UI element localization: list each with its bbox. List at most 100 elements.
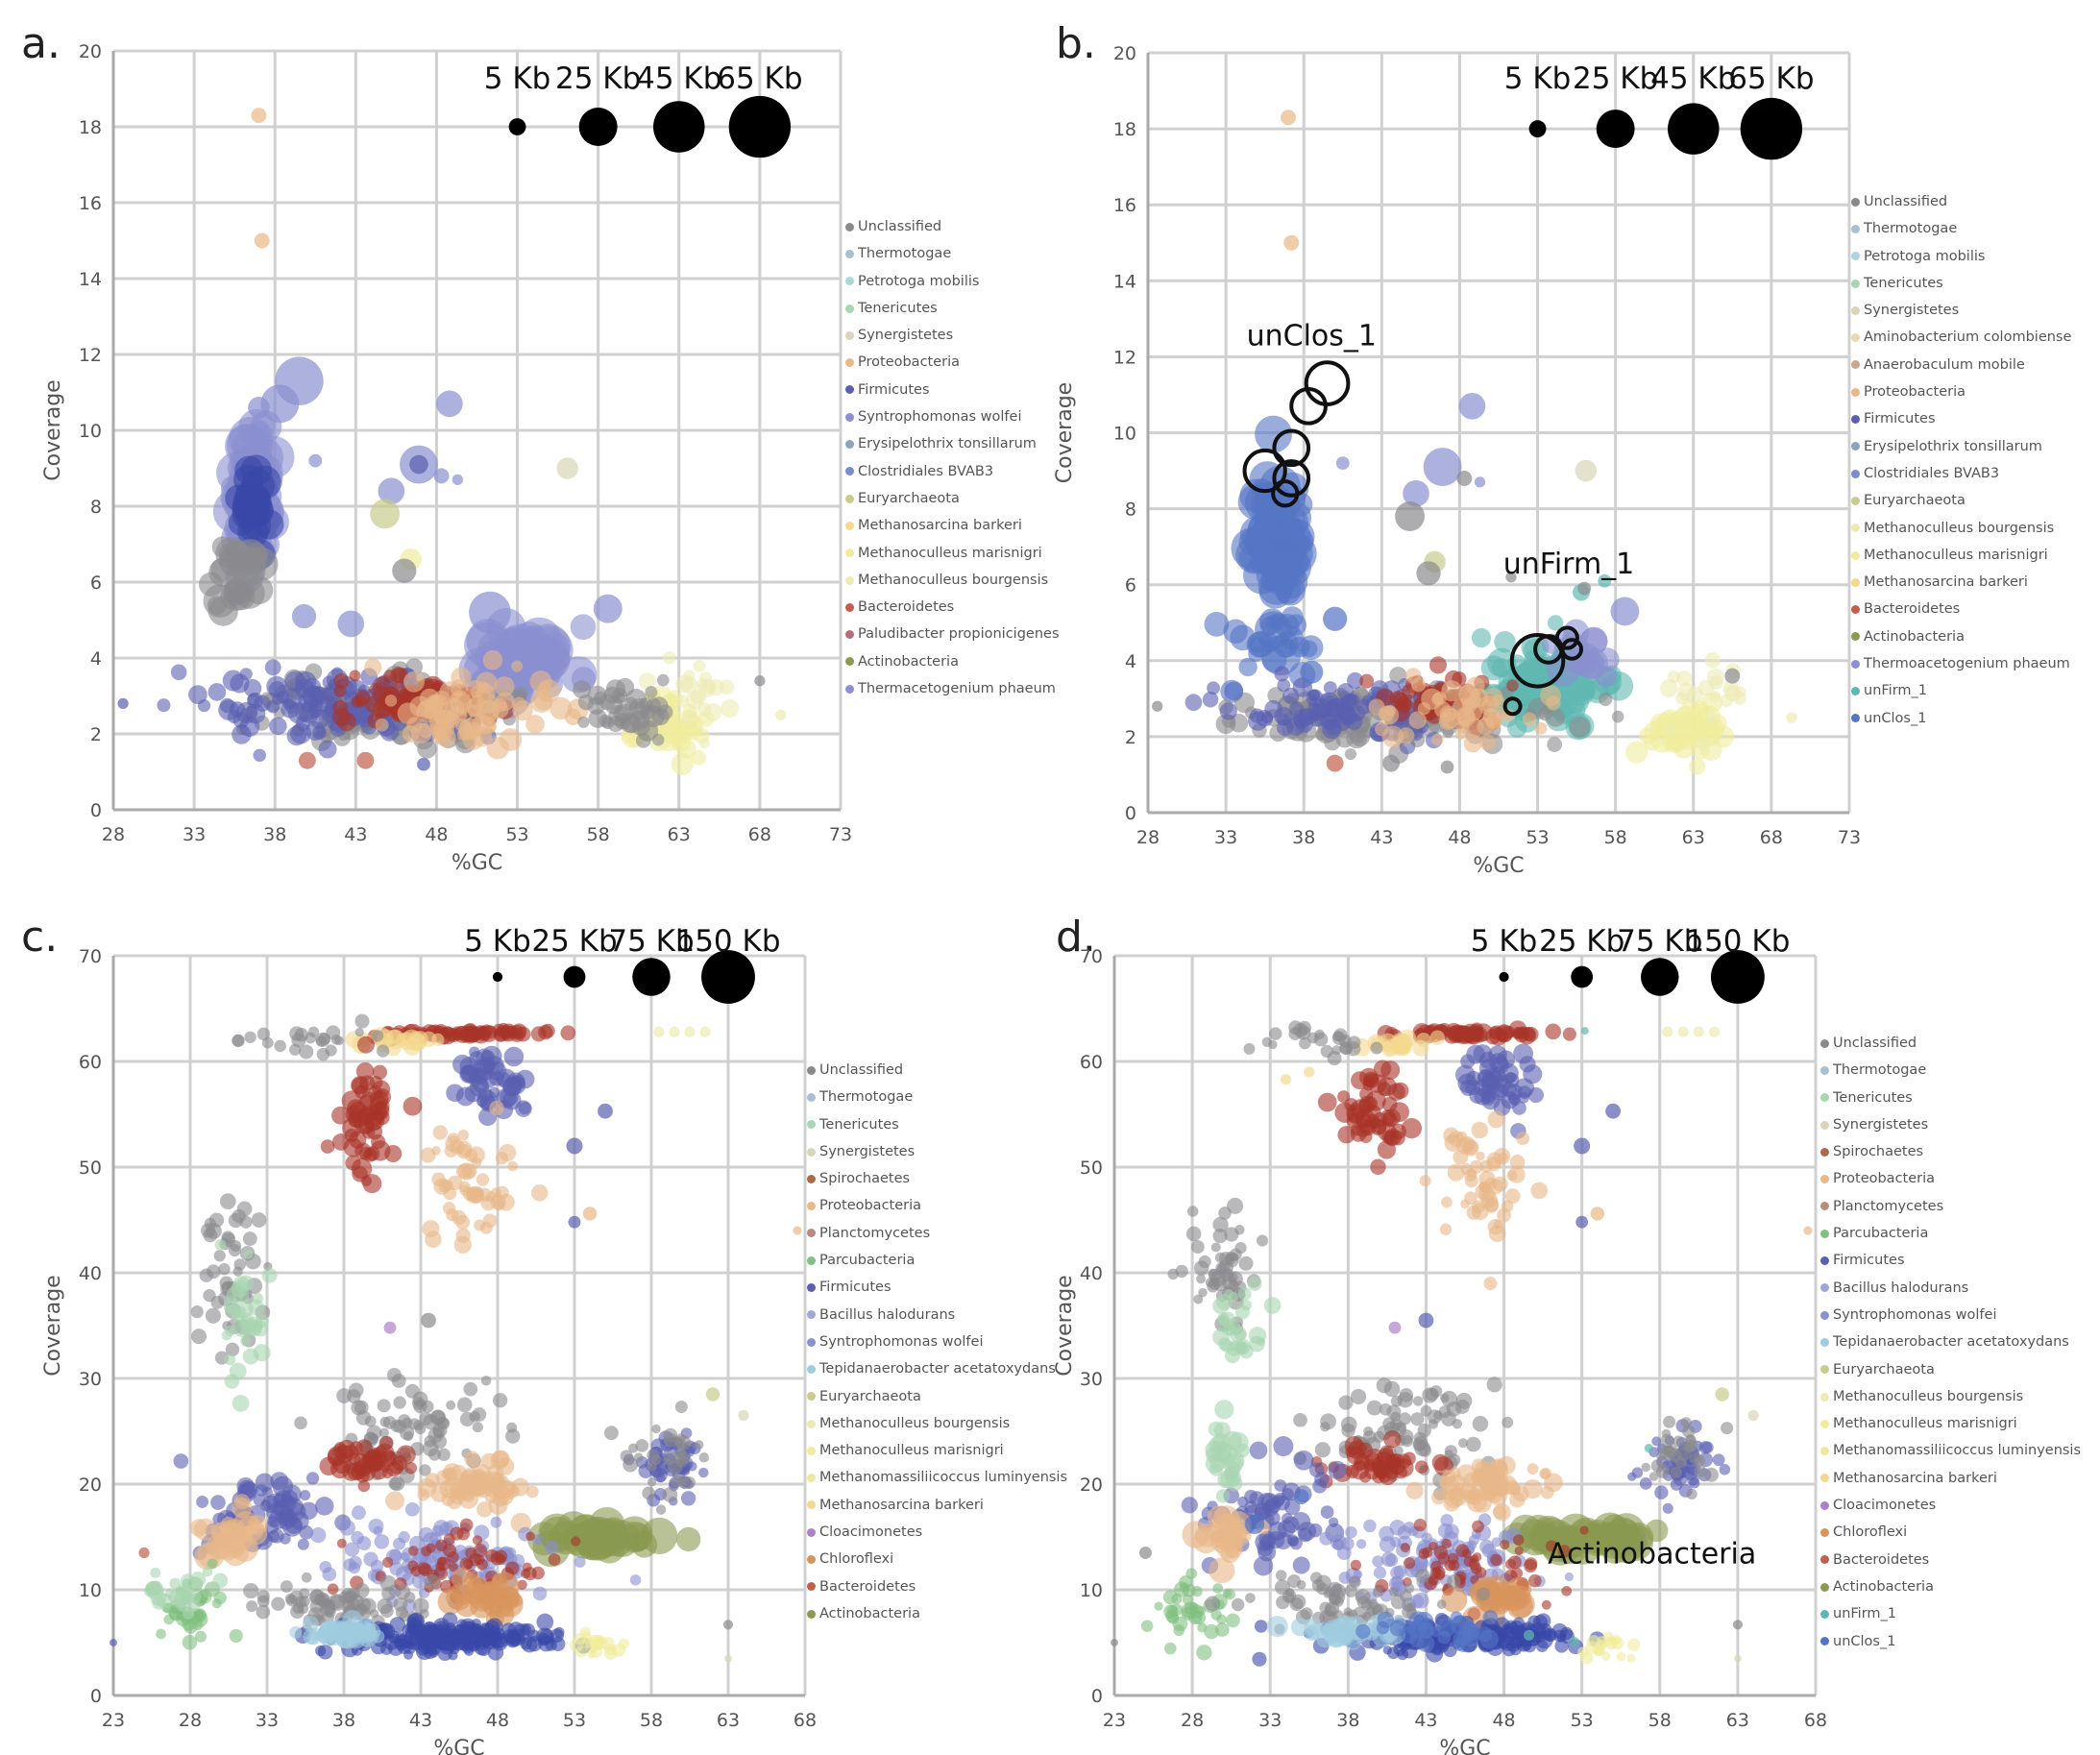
data-point	[1431, 1453, 1450, 1472]
legend-item: Spirochaetes	[807, 1165, 1067, 1192]
data-point	[446, 1400, 456, 1410]
data-point	[228, 1525, 254, 1552]
data-point	[560, 1025, 576, 1041]
data-point	[190, 1305, 204, 1319]
data-point	[1663, 1446, 1675, 1458]
data-point	[456, 1397, 473, 1413]
data-point	[1245, 1593, 1256, 1603]
data-point	[1252, 1651, 1267, 1667]
data-point	[400, 1638, 411, 1649]
data-point	[1415, 1568, 1430, 1584]
data-point	[691, 749, 706, 766]
data-point	[1186, 1206, 1199, 1217]
data-point	[1256, 1234, 1269, 1247]
legend-marker-icon	[845, 330, 854, 340]
data-point	[724, 1654, 732, 1663]
data-point	[1459, 1135, 1476, 1153]
data-point	[1677, 1026, 1689, 1037]
data-point	[1314, 1029, 1325, 1040]
data-point	[598, 694, 616, 711]
data-point	[1514, 1546, 1524, 1556]
data-point	[337, 610, 365, 638]
legend-label: Thermotogae	[1833, 1062, 1927, 1079]
size-legend-label: 45 Kb	[1650, 61, 1736, 96]
legend-marker-icon	[845, 304, 854, 313]
legend-label: Firmicutes	[1833, 1253, 1905, 1269]
data-point	[476, 1173, 490, 1186]
x-axis-label: %GC	[433, 1737, 484, 1755]
y-tick-label: 8	[90, 497, 102, 518]
data-point	[574, 1556, 586, 1569]
legend-item: Thermacetogenium phaeum	[845, 675, 1060, 702]
data-point	[571, 1536, 581, 1547]
legend-item: unClos_1	[1820, 1628, 2081, 1655]
data-point	[1701, 1441, 1714, 1454]
x-tick-label: 48	[1492, 1710, 1515, 1731]
data-point	[1548, 615, 1564, 631]
data-point	[425, 1231, 442, 1249]
legend-marker-icon	[845, 277, 854, 286]
data-point	[469, 1077, 490, 1097]
legend-label: Methanoculleus bourgensis	[819, 1415, 1011, 1431]
data-point	[387, 1367, 402, 1382]
panel-label: d.	[1056, 913, 1096, 962]
legend-label: Methanosarcina barkeri	[819, 1497, 984, 1513]
x-tick-label: 53	[505, 824, 528, 845]
data-point	[1403, 1557, 1416, 1570]
data-point	[254, 232, 270, 249]
data-point	[157, 698, 171, 713]
data-point	[214, 1238, 227, 1251]
x-tick-label: 58	[1648, 1710, 1672, 1731]
data-point	[1210, 1609, 1222, 1621]
data-point	[675, 695, 689, 708]
y-tick-label: 0	[1125, 803, 1136, 824]
data-point	[1337, 1126, 1355, 1144]
data-point	[1224, 1227, 1239, 1242]
data-point	[476, 683, 496, 703]
legend-item: Cloacimonetes	[807, 1519, 1067, 1546]
data-point	[525, 1531, 535, 1542]
data-point	[1315, 1574, 1331, 1591]
data-point	[1356, 1596, 1370, 1609]
data-point	[309, 1598, 325, 1614]
data-point	[566, 1137, 583, 1155]
data-point	[1441, 1538, 1452, 1549]
data-point	[472, 1422, 483, 1433]
legend-label: Actinobacteria	[858, 653, 959, 670]
data-point	[1479, 1539, 1495, 1554]
legend-item: Firmicutes	[807, 1274, 1067, 1301]
data-point	[570, 614, 597, 641]
data-point	[246, 1320, 261, 1335]
y-tick-label: 20	[1113, 43, 1136, 64]
data-point	[232, 1034, 245, 1048]
data-point	[1274, 666, 1290, 682]
data-point	[662, 1487, 678, 1502]
x-tick-label: 33	[1214, 827, 1237, 848]
legend-item: Firmicutes	[1851, 405, 2071, 432]
data-point	[584, 1519, 607, 1543]
data-point	[1255, 1532, 1274, 1551]
legend-marker-icon	[845, 440, 854, 450]
legend-item: Proteobacteria	[1851, 378, 2071, 405]
data-point	[474, 1219, 486, 1231]
data-point	[1292, 1556, 1310, 1574]
data-point	[1523, 1479, 1543, 1499]
data-point	[264, 659, 281, 676]
data-point	[1506, 1170, 1518, 1182]
legend-marker-icon	[1820, 1419, 1829, 1428]
data-point	[649, 696, 669, 716]
data-point	[363, 1551, 378, 1567]
data-point	[1579, 1525, 1589, 1535]
legend-item: Chloroflexi	[807, 1546, 1067, 1572]
data-point	[455, 1214, 471, 1230]
data-point	[1487, 1110, 1505, 1129]
data-point	[1282, 687, 1300, 705]
data-point	[403, 670, 425, 693]
data-point	[1611, 710, 1624, 723]
data-point	[1488, 1045, 1507, 1064]
data-point	[1478, 1486, 1494, 1501]
data-point	[1390, 1123, 1407, 1139]
data-point	[1472, 1415, 1489, 1432]
data-point	[1472, 1027, 1486, 1042]
data-point	[1372, 1555, 1384, 1568]
